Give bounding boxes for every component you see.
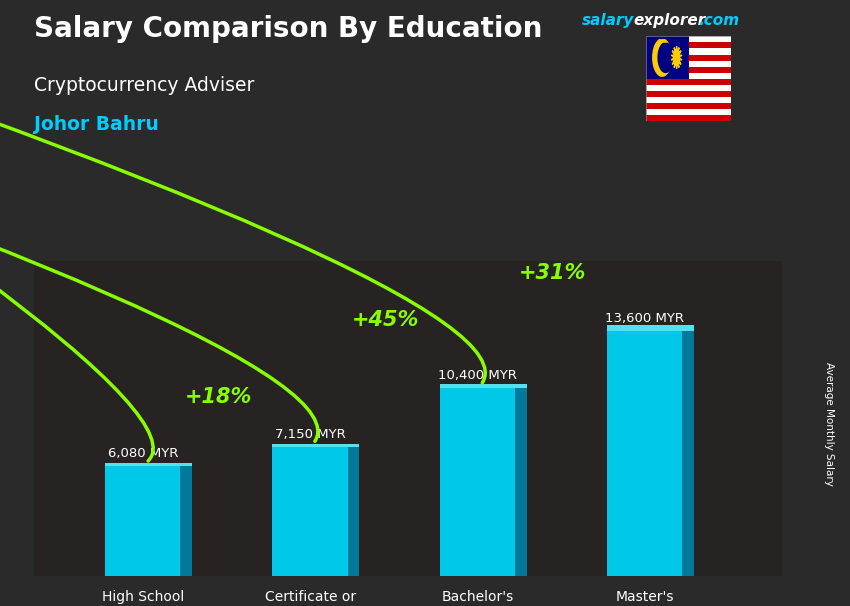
Bar [646, 109, 731, 115]
Bar [646, 61, 731, 67]
Bar [273, 447, 348, 576]
Polygon shape [658, 44, 673, 72]
Bar [439, 388, 515, 576]
Bar [646, 36, 731, 42]
Bar [646, 103, 731, 109]
Bar [683, 331, 694, 576]
Bar [646, 97, 731, 103]
Bar [646, 73, 731, 79]
Bar [348, 447, 360, 576]
Bar [105, 464, 192, 466]
Bar [105, 466, 180, 576]
Bar [180, 466, 192, 576]
Bar [607, 331, 683, 576]
Text: Salary Comparison By Education: Salary Comparison By Education [34, 15, 542, 43]
Bar [515, 388, 527, 576]
Bar [273, 444, 360, 447]
Bar [439, 384, 527, 388]
Text: Average Monthly Salary: Average Monthly Salary [824, 362, 834, 486]
Text: +45%: +45% [352, 310, 419, 330]
Text: 7,150 MYR: 7,150 MYR [275, 428, 345, 441]
Bar [646, 55, 731, 61]
Text: 10,400 MYR: 10,400 MYR [438, 369, 517, 382]
Text: explorer: explorer [633, 13, 706, 28]
Polygon shape [672, 47, 682, 68]
Text: salary: salary [582, 13, 635, 28]
Bar [646, 36, 688, 79]
Text: .com: .com [698, 13, 739, 28]
Text: Johor Bahru: Johor Bahru [34, 115, 159, 134]
Text: +31%: +31% [519, 263, 586, 283]
Bar [607, 325, 694, 331]
Text: 6,080 MYR: 6,080 MYR [108, 447, 178, 460]
Bar [646, 79, 731, 85]
Bar [646, 42, 731, 48]
Bar [646, 48, 731, 55]
Bar [646, 85, 731, 91]
Bar [646, 67, 731, 73]
Text: 13,600 MYR: 13,600 MYR [605, 311, 684, 324]
Polygon shape [653, 40, 672, 76]
Text: +18%: +18% [184, 387, 252, 407]
Text: Cryptocurrency Adviser: Cryptocurrency Adviser [34, 76, 254, 95]
Bar [646, 115, 731, 121]
Bar [646, 91, 731, 97]
